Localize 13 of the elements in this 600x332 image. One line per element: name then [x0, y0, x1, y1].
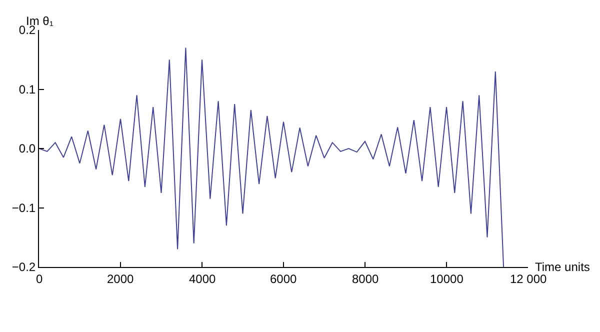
x-tick-label: 6000 — [270, 272, 298, 286]
x-tick-label: 8000 — [352, 272, 380, 286]
y-tick-label: 0.1 — [18, 82, 36, 96]
y-tick-label: −0.1 — [12, 200, 36, 215]
y-tick-label: 0.0 — [18, 142, 36, 156]
x-tick-label: 4000 — [189, 272, 216, 286]
x-axis-title: Time units — [535, 260, 590, 274]
line-series — [39, 47, 504, 267]
x-tick-label: 2000 — [107, 272, 134, 286]
x-tick-label: 0 — [36, 272, 43, 286]
x-tick-label: 12 000 — [510, 272, 548, 286]
x-tick-label: 10000 — [430, 272, 464, 286]
y-tick-label: −0.2 — [12, 260, 36, 274]
